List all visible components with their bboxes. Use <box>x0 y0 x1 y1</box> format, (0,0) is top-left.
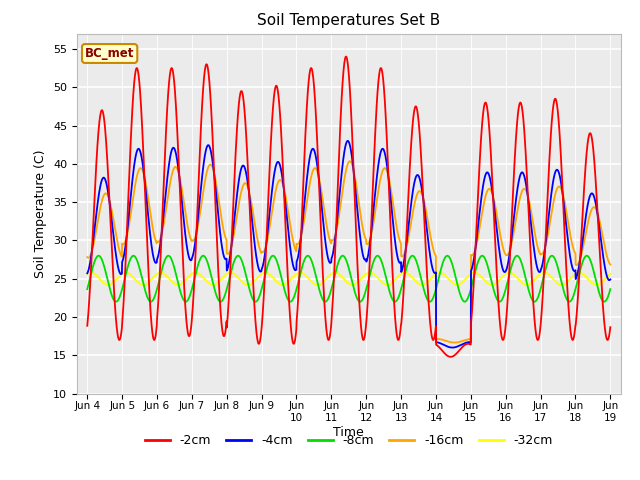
Title: Soil Temperatures Set B: Soil Temperatures Set B <box>257 13 440 28</box>
X-axis label: Time: Time <box>333 426 364 439</box>
Legend: -2cm, -4cm, -8cm, -16cm, -32cm: -2cm, -4cm, -8cm, -16cm, -32cm <box>140 429 558 452</box>
Y-axis label: Soil Temperature (C): Soil Temperature (C) <box>35 149 47 278</box>
Text: BC_met: BC_met <box>85 47 134 60</box>
